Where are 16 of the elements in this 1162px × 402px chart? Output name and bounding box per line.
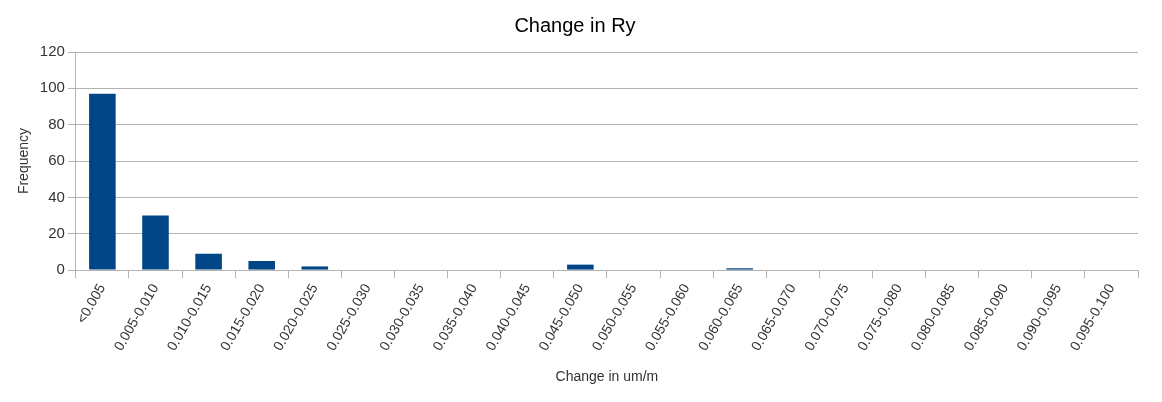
y-axis-title: Frequency <box>15 127 32 195</box>
x-axis-title: Change in um/m <box>555 368 659 385</box>
y-tick-label: 40 <box>48 187 65 205</box>
y-tick-label: 0 <box>56 260 65 278</box>
y-tick-label: 120 <box>39 42 65 60</box>
bar <box>89 93 116 270</box>
y-tick-label: 20 <box>48 223 65 241</box>
bar <box>195 253 222 270</box>
bar <box>567 264 594 270</box>
bar <box>142 215 169 270</box>
bar <box>248 261 275 270</box>
y-tick-label: 100 <box>39 78 65 96</box>
y-tick-label: 80 <box>48 114 65 132</box>
chart-title: Change in Ry <box>514 13 636 36</box>
bar <box>301 266 329 270</box>
y-tick-label: 60 <box>48 151 65 169</box>
